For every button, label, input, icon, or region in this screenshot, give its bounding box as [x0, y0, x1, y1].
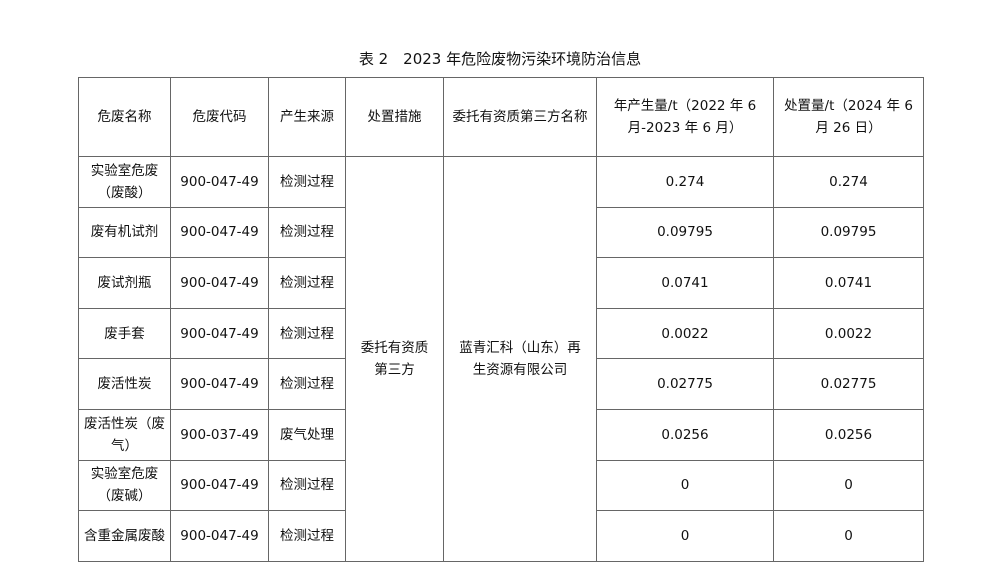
cell-annual: 0 — [596, 510, 774, 562]
cell-source: 检测过程 — [268, 257, 346, 309]
cell-disposed: 0.0022 — [773, 307, 924, 360]
cell-name: 实验室危废（废酸） — [78, 156, 171, 208]
cell-third-party: 蓝青汇科（山东）再生资源有限公司 — [443, 156, 597, 562]
table-row: 废试剂瓶 900-047-49 检测过程 0.0741 0.0741 — [78, 257, 924, 309]
table-row: 废手套 900-047-49 检测过程 0.0022 0.0022 — [78, 307, 924, 360]
table-row: 实验室危废（废碱） 900-047-49 检测过程 0 0 — [78, 459, 924, 512]
cell-disposed: 0.09795 — [773, 206, 924, 259]
cell-annual: 0.02775 — [596, 358, 774, 410]
cell-code: 900-047-49 — [170, 156, 269, 208]
cell-code: 900-037-49 — [170, 408, 269, 461]
table-row: 含重金属废酸 900-047-49 检测过程 0 0 — [78, 510, 924, 562]
cell-annual: 0.09795 — [596, 206, 774, 259]
header-measure: 处置措施 — [345, 77, 444, 157]
header-disposed: 处置量/t（2024 年 6 月 26 日） — [773, 77, 924, 157]
cell-source: 检测过程 — [268, 156, 346, 208]
cell-disposed: 0.0256 — [773, 408, 924, 461]
cell-disposed: 0.0741 — [773, 257, 924, 309]
header-source: 产生来源 — [268, 77, 346, 157]
header-code: 危废代码 — [170, 77, 269, 157]
cell-name: 废有机试剂 — [78, 206, 171, 259]
cell-name: 废试剂瓶 — [78, 257, 171, 309]
cell-name: 含重金属废酸 — [78, 510, 171, 562]
table-title: 表 2 2023 年危险废物污染环境防治信息 — [358, 50, 642, 68]
header-third-party: 委托有资质第三方名称 — [443, 77, 597, 157]
cell-annual: 0.0741 — [596, 257, 774, 309]
table-row: 废活性炭 900-047-49 检测过程 0.02775 0.02775 — [78, 358, 924, 410]
cell-code: 900-047-49 — [170, 510, 269, 562]
cell-name: 废活性炭（废气） — [78, 408, 171, 461]
cell-disposed: 0 — [773, 459, 924, 512]
cell-disposed: 0.02775 — [773, 358, 924, 410]
cell-code: 900-047-49 — [170, 459, 269, 512]
cell-disposal-measure: 委托有资质第三方 — [345, 156, 444, 562]
cell-code: 900-047-49 — [170, 257, 269, 309]
table-row: 废有机试剂 900-047-49 检测过程 0.09795 0.09795 — [78, 206, 924, 259]
cell-source: 检测过程 — [268, 358, 346, 410]
cell-code: 900-047-49 — [170, 206, 269, 259]
header-annual: 年产生量/t（2022 年 6 月-2023 年 6 月） — [596, 77, 774, 157]
cell-code: 900-047-49 — [170, 307, 269, 360]
cell-source: 废气处理 — [268, 408, 346, 461]
cell-annual: 0 — [596, 459, 774, 512]
cell-annual: 0.0256 — [596, 408, 774, 461]
cell-disposed: 0 — [773, 510, 924, 562]
cell-annual: 0.274 — [596, 156, 774, 208]
cell-source: 检测过程 — [268, 459, 346, 512]
table-row: 废活性炭（废气） 900-037-49 废气处理 0.0256 0.0256 — [78, 408, 924, 461]
cell-name: 废活性炭 — [78, 358, 171, 410]
cell-name: 实验室危废（废碱） — [78, 459, 171, 512]
cell-source: 检测过程 — [268, 510, 346, 562]
cell-source: 检测过程 — [268, 206, 346, 259]
table-row: 实验室危废（废酸） 900-047-49 检测过程 委托有资质第三方 蓝青汇科（山东）再… — [78, 156, 924, 562]
cell-code: 900-047-49 — [170, 358, 269, 410]
header-name: 危废名称 — [78, 77, 171, 157]
hazardous-waste-table: 危废名称 危废代码 产生来源 处置措施 委托有资质第三方名称 年产生量/t（20… — [78, 77, 924, 562]
cell-disposed: 0.274 — [773, 156, 924, 208]
header-row: 危废名称 危废代码 产生来源 处置措施 委托有资质第三方名称 年产生量/t（20… — [78, 77, 924, 157]
cell-source: 检测过程 — [268, 307, 346, 360]
cell-name: 废手套 — [78, 307, 171, 360]
cell-annual: 0.0022 — [596, 307, 774, 360]
